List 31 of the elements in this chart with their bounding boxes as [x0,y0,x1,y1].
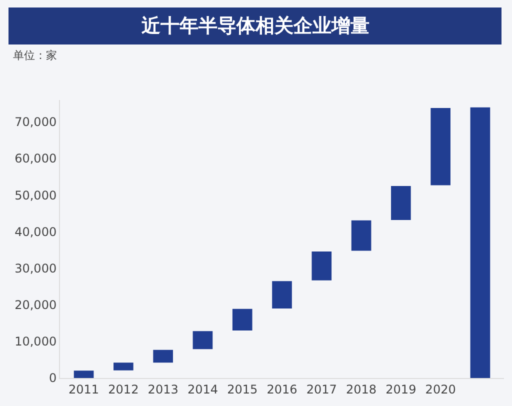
y-tick-label: 0 [48,371,57,386]
x-tick-label: 2011 [68,382,100,396]
x-tick-label: 2017 [306,382,337,396]
y-tick-label: 10,000 [14,334,57,349]
x-tick-label: 2018 [346,382,377,396]
y-tick-label: 20,000 [14,298,57,312]
y-tick-label: 60,000 [14,152,57,166]
bar [430,108,450,186]
bar [153,350,173,363]
x-tick-label: 2012 [108,382,139,396]
bar [391,186,411,220]
x-tick-label: 2015 [227,382,258,396]
bar [272,281,292,308]
text: 单位：家 [13,49,57,62]
x-tick-label: 2013 [148,382,178,396]
y-tick-label: 50,000 [14,188,57,202]
y-tick-label: 40,000 [14,224,57,239]
x-tick-label: 2016 [266,382,298,396]
bar [351,220,372,251]
bar [192,331,213,350]
bar [74,370,94,378]
chart-title: 近十年半导体相关企业增量 [140,15,370,37]
x-tick-label: 2014 [187,382,218,396]
y-tick-label: 30,000 [14,261,57,276]
y-tick-label: 70,000 [14,115,57,130]
x-tick-label: 2020 [425,382,456,396]
bar [114,362,134,370]
x-tick-label: 2019 [386,382,416,396]
bar [470,107,490,378]
bar [312,251,332,280]
bar [232,308,252,330]
